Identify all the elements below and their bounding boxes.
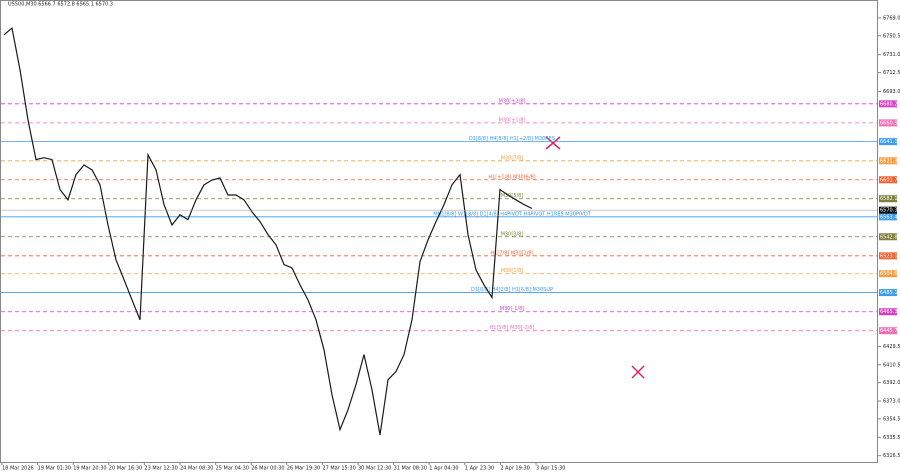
level-label: MN1[8/8] W1[8/8] D1[4/8] H4PIVOT H4PIVOT… xyxy=(433,211,591,217)
chart-title: US500,M30 6566.7 6572.8 6565.1 6570.3 xyxy=(8,2,113,8)
level-label: D1[0/8] H4[0/8] H1[6/8] M30SUP xyxy=(471,287,553,293)
x-tick-label: 18 Mar 2026 xyxy=(2,466,34,472)
level-label: M30[3/8] xyxy=(501,231,524,237)
level-label: D1[8/8] H4[8/8] H1[+2/8] M30RES xyxy=(469,136,555,142)
level-price: 6641.1 xyxy=(880,139,898,145)
level-label: M30[7/8] xyxy=(501,155,524,161)
level-price: 6680.2 xyxy=(880,101,898,107)
x-tick-label: 25 Mar 04:30 xyxy=(216,466,249,472)
level-price: 6660.5 xyxy=(880,120,898,126)
price-line xyxy=(3,26,533,436)
y-tick-label: 6392.0 xyxy=(883,380,900,386)
level-price-box xyxy=(879,327,897,335)
x-tick-label: 1 Apr 23:30 xyxy=(465,466,494,472)
level-price: 6485.1 xyxy=(880,290,898,296)
y-tick-label: 6354.5 xyxy=(883,416,900,422)
x-tick-label: 19 Mar 01:30 xyxy=(38,466,71,472)
level-price: 6523.1 xyxy=(880,253,898,259)
y-tick-label: 6750.5 xyxy=(883,33,900,39)
x-tick-label: 26 Mar 00:30 xyxy=(251,466,284,472)
last-price-label: 6570.3 xyxy=(880,208,898,214)
level-price: 6582.1 xyxy=(880,196,898,202)
level-price-box xyxy=(879,157,897,165)
last-price-box xyxy=(879,206,897,214)
level-price-box xyxy=(879,270,897,278)
y-tick-label: 6429.5 xyxy=(883,344,900,350)
y-tick-label: 6335.5 xyxy=(883,435,900,441)
level-price-box xyxy=(879,289,897,297)
x-tick-label: 27 Mar 15:30 xyxy=(322,466,355,472)
level-price: 6504.6 xyxy=(880,271,898,277)
level-price: 6542.8 xyxy=(880,234,898,240)
level-price-box xyxy=(879,176,897,184)
close-marker xyxy=(631,365,645,379)
level-label: H1[7/8] M30[2/8] xyxy=(490,250,533,256)
level-price-box xyxy=(879,213,897,221)
level-price-box xyxy=(879,233,897,241)
level-price-box xyxy=(879,252,897,260)
level-price-box xyxy=(879,195,897,203)
level-label: M30[5/8] xyxy=(501,193,524,199)
x-tick-label: 1 Apr 04:30 xyxy=(429,466,458,472)
level-price: 6465.3 xyxy=(880,309,898,315)
close-marker xyxy=(545,136,561,150)
level-price: 6601.7 xyxy=(880,177,898,183)
level-label: M30[-1/8] xyxy=(500,306,524,312)
y-tick-label: 6316.5 xyxy=(883,453,900,459)
x-tick-label: 30 Mar 12:30 xyxy=(358,466,391,472)
level-label: M30[+1/8] xyxy=(499,117,526,123)
level-price: 6445.7 xyxy=(880,328,898,334)
x-tick-label: 20 Mar 16:30 xyxy=(109,466,142,472)
x-tick-label: 26 Mar 19:30 xyxy=(287,466,320,472)
x-tick-label: 31 Mar 08:30 xyxy=(394,466,427,472)
level-label: H1[5/8] M30[-2/8] xyxy=(490,325,535,331)
x-tick-label: 19 Mar 20:30 xyxy=(73,466,106,472)
level-price: 6563.4 xyxy=(880,214,898,220)
y-tick-label: 6731.0 xyxy=(883,52,900,58)
level-price-box xyxy=(879,308,897,316)
level-price: 6621.3 xyxy=(880,158,898,164)
level-label: M30[1/8] xyxy=(501,268,524,274)
x-tick-label: 2 Apr 19:30 xyxy=(500,466,529,472)
x-tick-label: 23 Mar 12:30 xyxy=(144,466,177,472)
level-price-box xyxy=(879,138,897,146)
y-tick-label: 6693.0 xyxy=(883,89,900,95)
y-tick-label: 6712.5 xyxy=(883,70,900,76)
y-tick-label: 6373.0 xyxy=(883,399,900,405)
level-price-box xyxy=(879,119,897,127)
x-tick-label: 24 Mar 08:30 xyxy=(180,466,213,472)
plot-frame xyxy=(0,0,878,463)
level-label: H1[+1/8] M30[6/8] xyxy=(488,174,535,180)
x-tick-label: 3 Apr 15:30 xyxy=(536,466,565,472)
level-label: M30[+2/8] xyxy=(499,98,526,104)
y-tick-label: 6769.0 xyxy=(883,15,900,21)
level-price-box xyxy=(879,100,897,108)
y-tick-label: 6410.5 xyxy=(883,362,900,368)
